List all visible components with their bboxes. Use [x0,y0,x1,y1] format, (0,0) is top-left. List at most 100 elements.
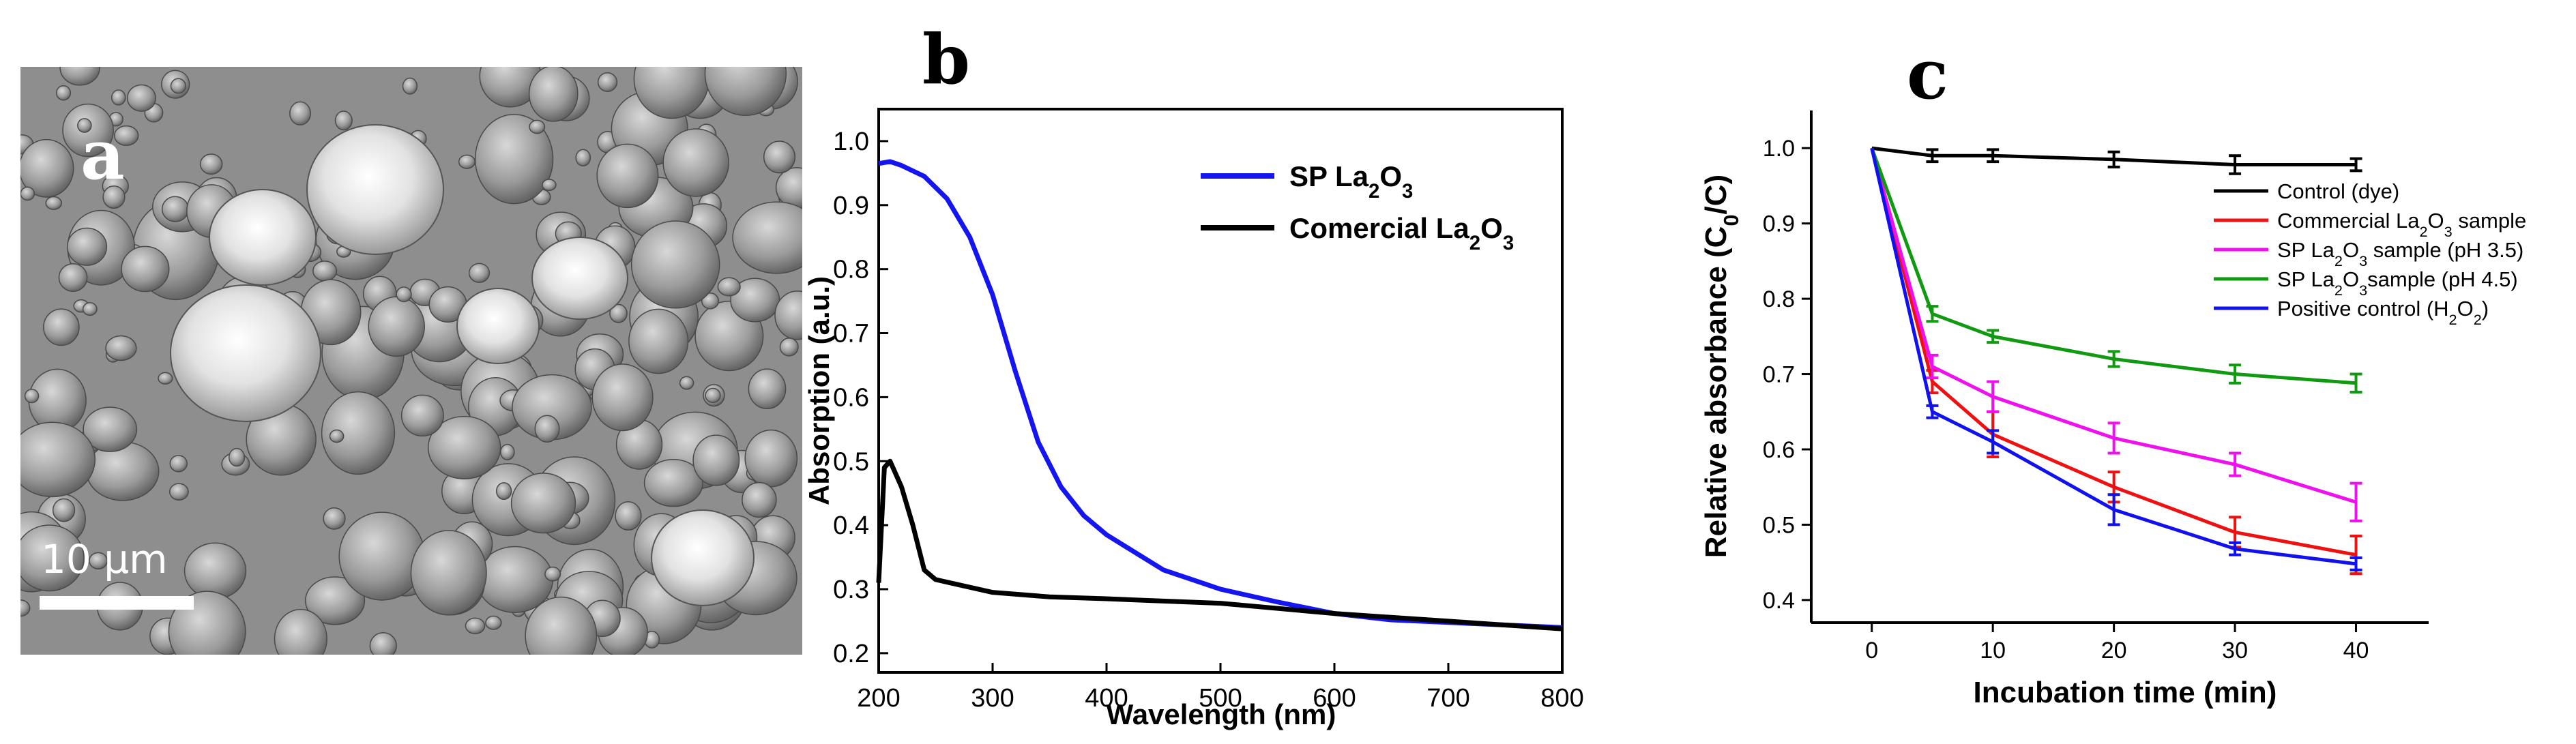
sem-large-particle [531,237,628,320]
sem-particle [126,84,156,112]
sem-particle [692,434,740,486]
sem-large-particle [170,284,321,422]
chart-c-series-line-4 [1870,147,2356,566]
chart-c-x-tick-label: 20 [2101,638,2127,664]
sem-particle [77,118,92,133]
chart-b-x-tick-label: 400 [1085,684,1128,713]
sem-large-particle [209,189,317,286]
sem-particle [528,67,579,122]
chart-b-x-tick-label: 300 [971,684,1014,713]
chart-c-xlabel: Incubation time (min) [1974,676,2277,709]
sem-particle [544,566,561,582]
sem-particle [705,387,721,404]
sem-particle [329,429,345,443]
sem-particle [427,415,501,479]
sem-particle [609,303,628,323]
sem-particle [83,406,138,452]
sem-particle [43,308,80,346]
chart-b-y-tick-label: 0.8 [833,256,869,284]
sem-particle [323,507,346,530]
chart-b-legend-label: Comercial La2O3 [1289,212,1514,254]
sem-particle [321,391,396,475]
chart-b-y-tick-label: 0.6 [833,383,869,412]
chart-c-series-line-3 [1870,147,2356,385]
sem-particle [628,308,689,374]
sem-particle [500,443,515,461]
sem-particle [748,368,787,410]
scale-bar [40,596,194,610]
sem-particle [274,608,327,655]
panel-a-label: a [80,115,125,195]
chart-b-legend-label: SP La2O3 [1289,160,1413,203]
sem-particle [630,220,720,309]
chart-c-legend-label: Commercial La2O3 sample [2277,209,2526,240]
sem-particle [742,481,777,518]
sem-particle [20,138,74,198]
sem-particle [701,293,720,310]
panel-b-label: b [922,19,970,100]
sem-particle [597,72,618,92]
chart-c-y-tick-label: 0.4 [1763,588,1795,614]
chart-b-y-tick-label: 0.5 [833,447,869,476]
chart-b-ylabel: Absorption (a.u.) [803,276,835,505]
sem-particle [111,89,126,106]
sem-particle [52,498,76,522]
chart-c-y-tick-label: 0.7 [1763,362,1795,388]
chart-b-x-tick-label: 200 [857,684,900,713]
sem-particle [121,245,170,293]
chart-c-legend-label: SP La2O3 sample (pH 3.5) [2277,238,2523,269]
chart-c-y-tick-label: 0.8 [1763,286,1795,312]
sem-particle [779,338,799,357]
sem-micrograph: a 10 μm [20,67,802,655]
sem-particle [465,617,486,634]
sem-particle [704,67,787,116]
sem-particle [529,119,546,134]
chart-c-legend-label: SP La2O3sample (pH 4.5) [2277,267,2518,299]
sem-particle [45,196,63,210]
sem-particle [20,599,31,617]
sem-particle [510,473,576,534]
sem-particle [58,263,88,293]
sem-large-particle [651,509,755,606]
sem-particle [170,78,187,94]
chart-c-series-line-2 [1870,147,2357,504]
chart-b-x-tick-label: 600 [1313,684,1356,713]
sem-particle [468,263,491,283]
chart-c-x-tick-label: 10 [1980,638,2006,664]
chart-b-y-tick-label: 1.0 [833,128,869,156]
sem-particle [105,335,137,361]
sem-particle [643,459,703,507]
sem-particle [369,632,397,655]
sem-particle [66,227,108,266]
chart-b-y-tick-label: 0.9 [833,192,869,220]
chart-b-y-tick-label: 0.3 [833,576,869,604]
sem-particle [229,447,246,467]
scale-bar-label: 10 μm [41,536,168,582]
sem-particle [542,179,557,192]
chart-b-y-tick-label: 0.7 [833,320,869,348]
sem-particle [304,576,366,625]
sem-particle [102,185,126,209]
chart-c-x-tick-label: 30 [2222,638,2248,664]
chart-b-series-line-commercial [876,458,1563,631]
sem-particle [763,140,796,174]
chart-c-series-line-1 [1870,147,2356,557]
sem-particle [59,67,100,86]
chart-c-y-tick-label: 0.9 [1763,211,1795,237]
sem-particle [169,455,188,473]
sem-particle [662,128,729,197]
sem-particle [596,143,659,209]
sem-particle [774,291,802,340]
sem-particle [89,552,108,570]
sem-particles-image [20,67,802,655]
sem-particle [20,524,85,592]
sem-particle [24,389,40,404]
sem-particle [169,483,189,501]
chart-c-series-line-0 [1871,146,2356,167]
sem-particle [615,501,642,531]
sem-particle [334,110,353,131]
sem-particle [732,201,802,274]
sem-particle [396,286,412,303]
